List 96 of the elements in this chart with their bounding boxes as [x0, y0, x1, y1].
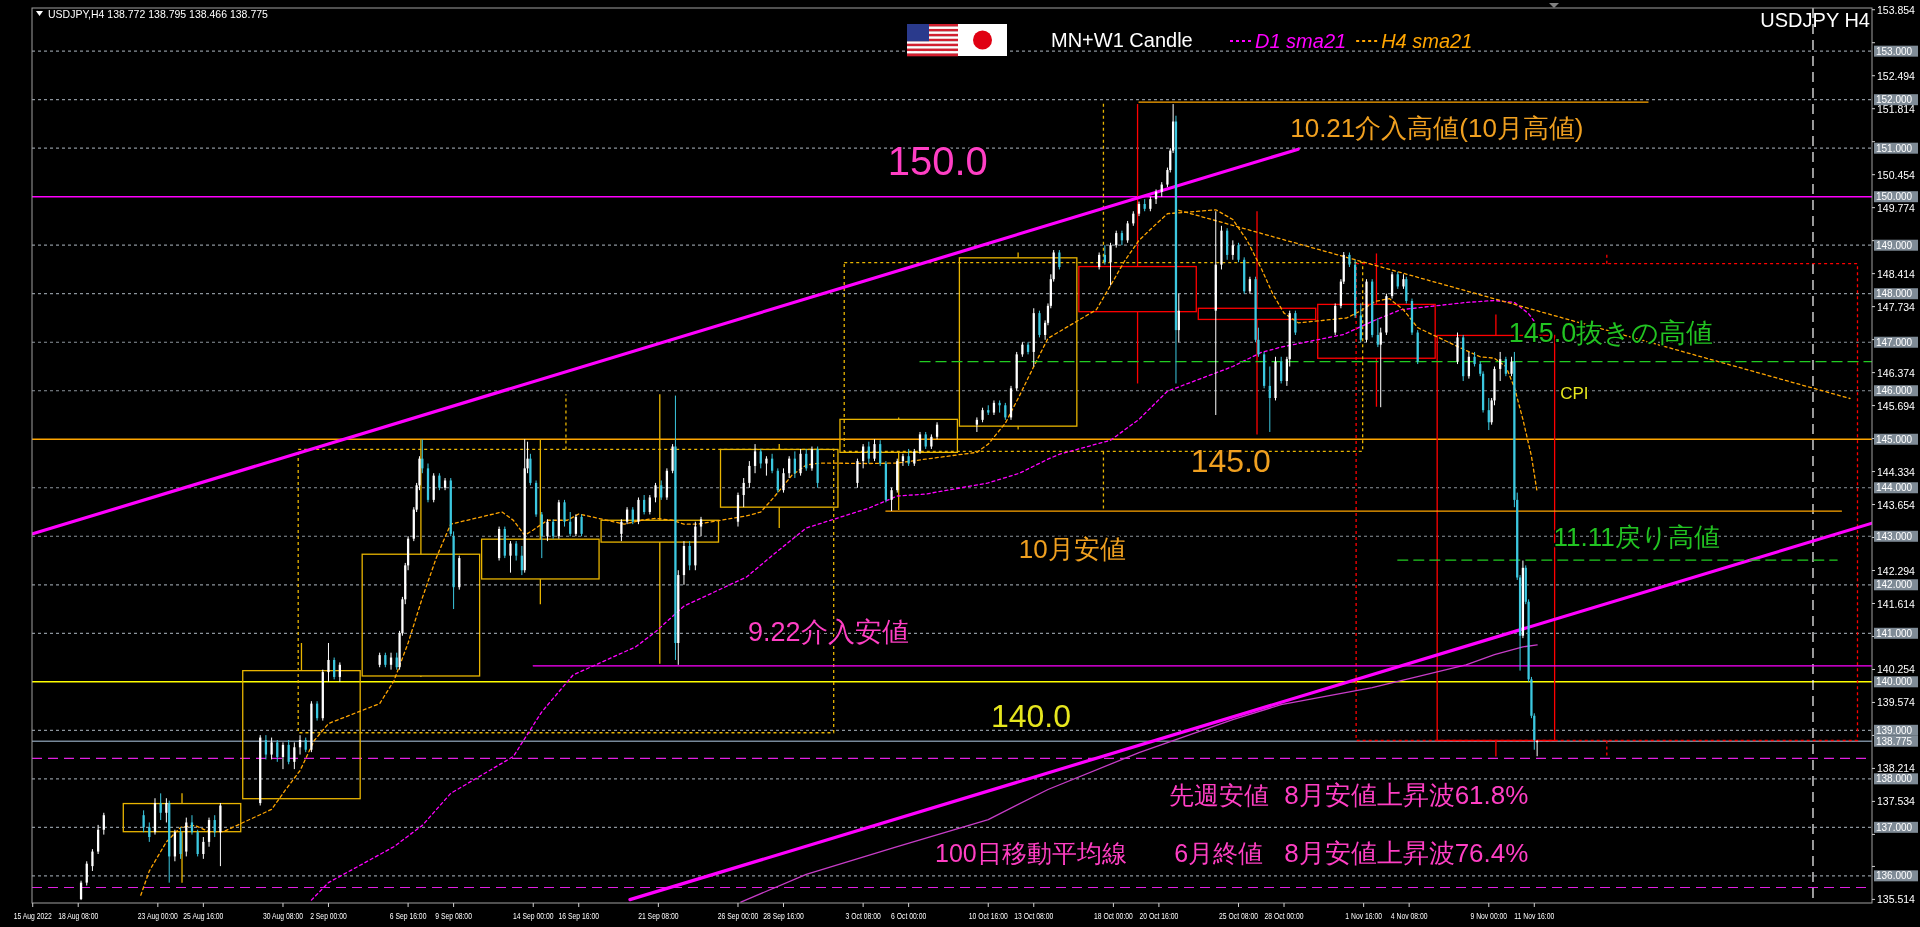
annotation: MN+W1 Candle	[1051, 29, 1193, 51]
x-tick-label: 25 Aug 16:00	[183, 910, 224, 922]
annotation: CPI	[1560, 383, 1589, 403]
ref-label: 140.000	[1874, 676, 1918, 688]
x-tick-label: 18 Aug 08:00	[58, 910, 99, 922]
ref-line-label: 148.000	[1876, 288, 1913, 300]
ref-label: 137.000	[1874, 821, 1918, 833]
y-tick-label: 150.454	[1877, 168, 1916, 181]
y-tick-label: 142.294	[1877, 564, 1916, 577]
annotation: 8月安値上昇波61.8%	[1284, 780, 1529, 811]
ref-label: 141.000	[1874, 627, 1918, 639]
x-tick-label: 10 Oct 16:00	[968, 910, 1009, 922]
x-tick-label: 2 Sep 00:00	[310, 910, 348, 922]
ref-label: 143.000	[1874, 530, 1918, 542]
y-tick-label: 147.734	[1877, 300, 1916, 313]
annotation: 145.0	[1190, 443, 1271, 480]
x-tick-label: 28 Sep 16:00	[763, 910, 805, 922]
ref-line-label: 143.000	[1876, 530, 1913, 542]
ref-line-label: 144.000	[1876, 482, 1913, 494]
y-tick-label: 148.414	[1877, 267, 1916, 280]
y-tick-label: 146.374	[1877, 366, 1916, 379]
annotation: 9.22介入安値	[748, 616, 909, 647]
ref-line-label: 140.000	[1876, 676, 1913, 688]
ref-label: 149.000	[1874, 239, 1918, 251]
ref-line-label: 141.000	[1876, 627, 1913, 639]
x-tick-label: 16 Sep 16:00	[558, 910, 600, 922]
y-tick-label: 152.494	[1877, 69, 1916, 82]
ref-label: 148.000	[1874, 288, 1918, 300]
y-tick-label: 145.694	[1877, 399, 1916, 412]
ref-label: 152.000	[1874, 94, 1918, 106]
ref-label: 139.000	[1874, 724, 1918, 736]
legend-label: H4 sma21	[1381, 30, 1473, 52]
annotation: 10.21介入高値(10月高値)	[1290, 113, 1584, 144]
x-tick-label: 9 Sep 08:00	[435, 910, 473, 922]
ref-label: 138.000	[1874, 773, 1918, 785]
ref-label: 153.000	[1874, 45, 1918, 57]
annotation: 6月終値	[1174, 839, 1264, 868]
annotation: 100日移動平均線	[935, 839, 1127, 868]
x-tick-label: 18 Oct 00:00	[1093, 910, 1134, 922]
x-tick-label: 6 Sep 16:00	[389, 910, 427, 922]
annotation: 140.0	[990, 697, 1071, 734]
x-tick-label: 3 Oct 08:00	[845, 910, 882, 922]
y-tick-label: 144.334	[1877, 465, 1916, 478]
annotation: 先週安値	[1168, 781, 1269, 810]
ref-line-label: 146.000	[1876, 385, 1913, 397]
x-tick-label: 11 Nov 16:00	[1514, 910, 1555, 922]
x-tick-label: 9 Nov 00:00	[1470, 910, 1508, 922]
ref-label: 138.775	[1874, 735, 1918, 747]
ref-line-label: 151.000	[1876, 142, 1913, 154]
x-tick-label: 23 Aug 00:00	[137, 910, 179, 922]
ref-line-label: 149.000	[1876, 239, 1913, 251]
y-tick-label: 138.214	[1877, 762, 1916, 775]
ref-line-label: 142.000	[1876, 579, 1913, 591]
ref-line-label: 139.000	[1876, 724, 1913, 736]
y-tick-label: 149.774	[1877, 201, 1916, 214]
y-tick-label: 141.614	[1877, 597, 1916, 610]
ref-label: 136.000	[1874, 870, 1918, 882]
y-tick-label: 143.654	[1877, 498, 1916, 511]
y-tick-label: 139.574	[1877, 696, 1916, 709]
x-tick-label: 15 Aug 2022	[13, 910, 53, 922]
ref-label: 142.000	[1874, 579, 1918, 591]
ref-line-label: 150.000	[1876, 191, 1913, 203]
x-tick-label: 26 Sep 00:00	[717, 910, 759, 922]
ref-line-label: 137.000	[1876, 821, 1913, 833]
ref-line-label: 145.000	[1876, 433, 1913, 445]
ref-label: 144.000	[1874, 482, 1918, 494]
ref-label: 145.000	[1874, 433, 1918, 445]
y-tick-label: 137.534	[1877, 795, 1916, 808]
ref-line-label: 136.000	[1876, 870, 1913, 882]
annotation: 10月安値	[1018, 534, 1126, 565]
chart-subtitle: USDJPY H4	[1760, 9, 1870, 31]
x-tick-label: 4 Nov 08:00	[1390, 910, 1428, 922]
ref-line-label: 153.000	[1876, 45, 1913, 57]
ref-label: 146.000	[1874, 385, 1918, 397]
x-tick-label: 30 Aug 08:00	[262, 910, 304, 922]
ref-label: 150.000	[1874, 191, 1918, 203]
x-tick-label: 13 Oct 08:00	[1014, 910, 1054, 922]
y-tick-label: 153.854	[1877, 3, 1916, 16]
ref-label: 151.000	[1874, 142, 1918, 154]
x-tick-label: 14 Sep 00:00	[513, 910, 554, 922]
ref-line-label: 138.000	[1876, 773, 1913, 785]
legend-label: D1 sma21	[1255, 30, 1347, 52]
x-tick-label: 1 Nov 16:00	[1345, 910, 1383, 922]
x-tick-label: 20 Oct 16:00	[1139, 910, 1179, 922]
ref-label: 147.000	[1874, 336, 1918, 348]
annotation: 150.0	[887, 138, 988, 183]
x-tick-label: 28 Oct 00:00	[1264, 910, 1304, 922]
ref-line-label: 147.000	[1876, 336, 1913, 348]
x-tick-label: 25 Oct 08:00	[1219, 910, 1259, 922]
y-tick-label: 140.254	[1877, 663, 1916, 676]
annotation: 8月安値上昇波76.4%	[1284, 838, 1529, 869]
y-tick-label: 135.514	[1877, 893, 1916, 906]
x-tick-label: 21 Sep 08:00	[638, 910, 679, 922]
x-tick-label: 6 Oct 00:00	[891, 910, 927, 922]
ref-line-label: 138.775	[1876, 735, 1913, 747]
chart-title: USDJPY,H4 138.772 138.795 138.466 138.775	[48, 8, 269, 20]
